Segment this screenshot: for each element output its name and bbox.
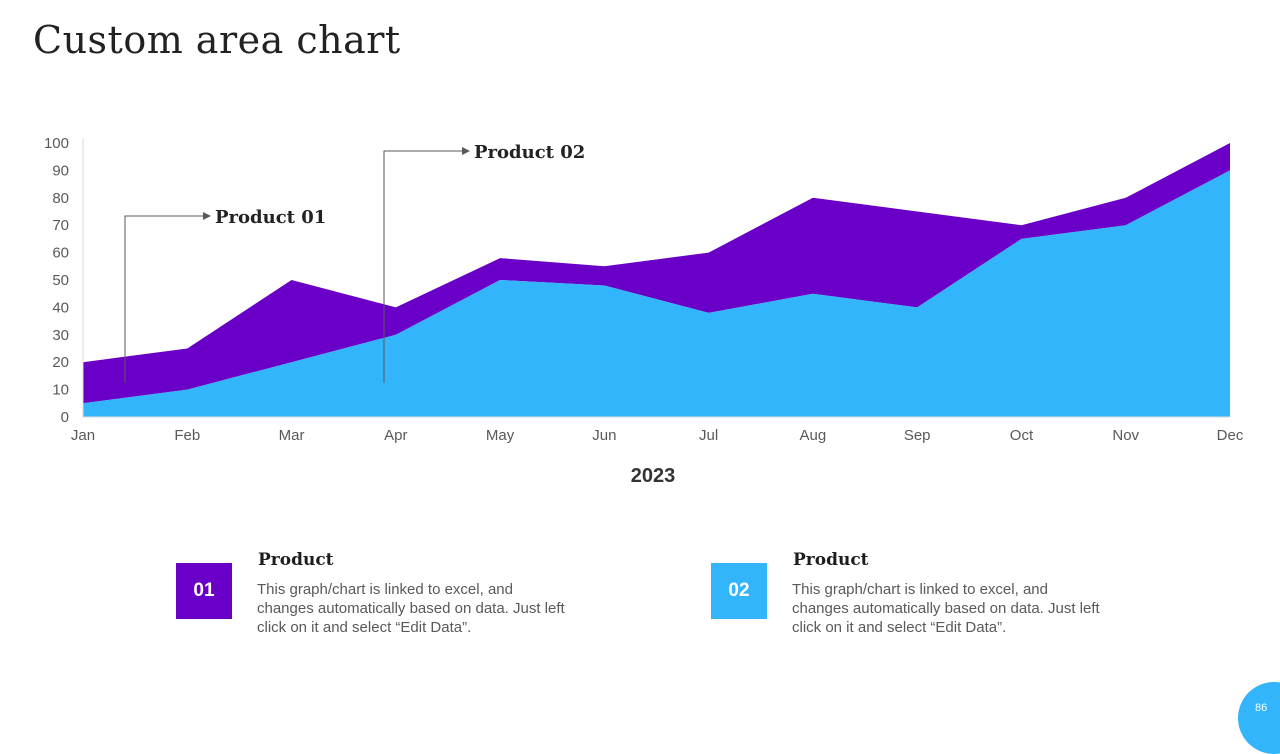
y-tick-label: 10 [52,382,69,399]
x-tick-label: Oct [1010,427,1034,444]
legend-text-01: This graph/chart is linked to excel, and… [257,581,565,636]
annotation-line [383,150,462,383]
annotation-arrowhead [462,147,470,155]
annotation-label: Product 01 [215,207,326,228]
y-tick-label: 30 [52,327,69,344]
annotation-arrowhead [203,212,211,220]
page-number: 86 [1255,702,1268,714]
y-tick-label: 20 [52,354,69,371]
x-axis-title: 2023 [631,465,676,487]
annotation-line [124,215,203,383]
y-tick-label: 40 [52,299,69,316]
x-tick-label: Dec [1217,427,1244,444]
legend-title-02: Product [793,550,869,570]
y-tick-label: 70 [52,217,69,234]
y-tick-label: 60 [52,245,69,262]
x-tick-label: Feb [174,427,200,444]
series-product-02-area [83,170,1230,417]
y-tick-label: 90 [52,162,69,179]
y-tick-label: 0 [61,409,69,426]
page-number-badge [1238,682,1280,754]
page-title: Custom area chart [33,18,401,62]
x-tick-label: May [486,427,515,444]
annotation-label: Product 02 [474,142,585,163]
x-tick-label: Aug [800,427,827,444]
y-tick-label: 50 [52,272,69,289]
x-tick-label: Jan [71,427,95,444]
x-tick-label: Jun [592,427,616,444]
legend-title-01: Product [258,550,334,570]
x-tick-label: Mar [279,427,305,444]
x-tick-label: Apr [384,427,407,444]
x-tick-label: Nov [1112,427,1139,444]
legend-text-02: This graph/chart is linked to excel, and… [792,581,1100,636]
x-tick-label: Jul [699,427,718,444]
y-tick-label: 80 [52,190,69,207]
legend-badge-02: 02 [711,563,767,619]
legend-badge-01: 01 [176,563,232,619]
x-tick-label: Sep [904,427,931,444]
series-product-01-area [83,143,1230,404]
area-chart: 0 10 20 30 40 50 60 70 80 90 100 Jan Feb Mar Apr May Jun… [44,135,1244,487]
y-tick-label: 100 [44,135,69,152]
